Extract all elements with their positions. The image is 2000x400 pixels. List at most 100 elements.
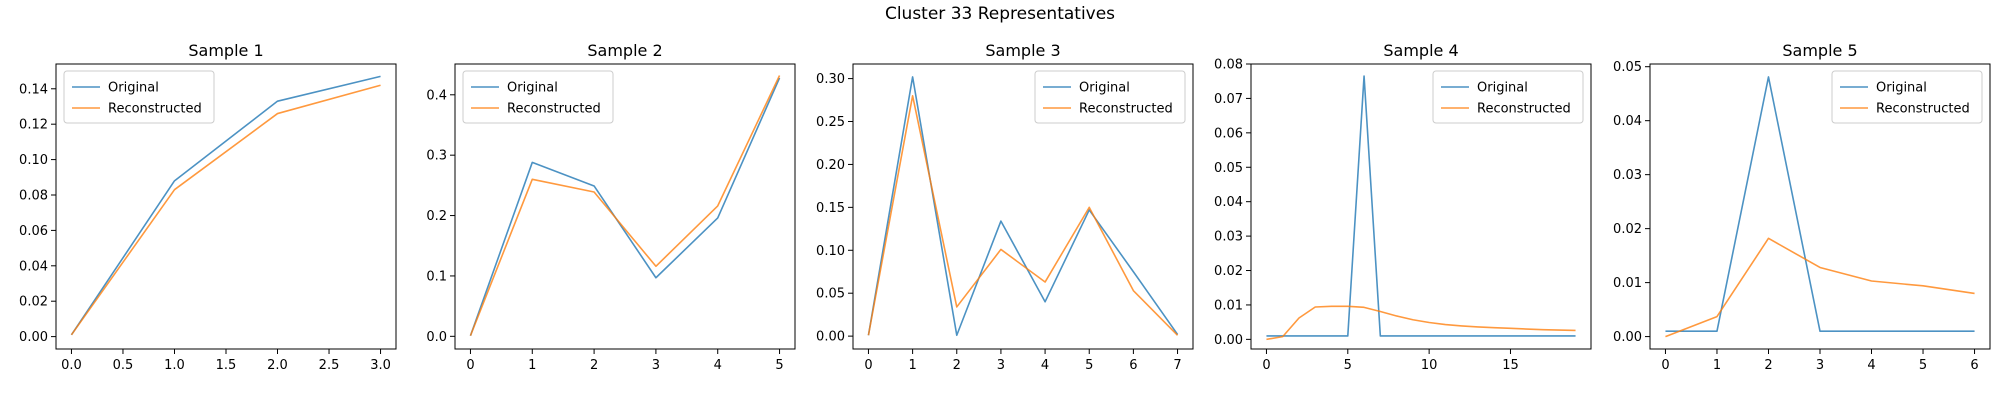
x-tick-label: 4 — [714, 358, 722, 373]
x-tick-label: 4 — [1041, 358, 1049, 373]
y-tick-label: 0.05 — [1613, 60, 1642, 75]
series-line-original — [1665, 76, 1975, 332]
x-tick-label: 1 — [1713, 358, 1721, 373]
x-tick-label: 0 — [1262, 358, 1270, 373]
y-tick-label: 0.30 — [816, 72, 845, 87]
legend: Original Reconstructed — [63, 70, 215, 124]
x-tick-label: 1 — [908, 358, 916, 373]
y-tick-label: 0.15 — [816, 201, 845, 216]
axes-frame — [454, 63, 796, 350]
series-line-reconstructed — [867, 94, 1179, 336]
y-tick-label: 0.02 — [1214, 264, 1243, 279]
y-tick-label: 0.02 — [19, 295, 48, 310]
y-tick-label: 0.08 — [19, 188, 48, 203]
legend-box — [462, 70, 614, 124]
legend-label: Original — [507, 81, 558, 96]
x-tick-label: 15 — [1502, 358, 1519, 373]
legend-label: Reconstructed — [1477, 102, 1571, 117]
panel-title: Sample 3 — [985, 41, 1060, 60]
x-tick-label: 2 — [590, 358, 598, 373]
legend-label: Reconstructed — [1876, 102, 1970, 117]
x-tick-label: 4 — [1867, 358, 1875, 373]
x-tick-label: 3 — [1816, 358, 1824, 373]
figure-title: Cluster 33 Representatives — [884, 4, 1116, 24]
y-tick-label: 0.2 — [426, 209, 447, 224]
y-tick-label: 0.12 — [19, 118, 48, 133]
x-tick-label: 0 — [466, 358, 474, 373]
legend: Original Reconstructed — [1034, 70, 1186, 124]
y-tick-label: 0.04 — [1214, 195, 1243, 210]
x-tick-label: 6 — [1970, 358, 1978, 373]
axes-frame — [1250, 63, 1592, 350]
y-tick-label: 0.3 — [426, 149, 447, 164]
series-line-reconstructed — [1665, 237, 1975, 338]
x-tick-label: 3.0 — [370, 358, 391, 373]
panel-title: Sample 2 — [587, 41, 662, 60]
y-tick-label: 0.04 — [19, 259, 48, 274]
y-tick-label: 0.03 — [1214, 230, 1243, 245]
x-tick-label: 10 — [1421, 358, 1438, 373]
x-tick-label: 1.5 — [216, 358, 237, 373]
y-tick-label: 0.00 — [19, 330, 48, 345]
series-line-reconstructed — [1266, 305, 1576, 341]
y-tick-label: 0.00 — [816, 330, 845, 345]
legend: Original Reconstructed — [1432, 70, 1584, 124]
y-tick-label: 0.01 — [1214, 298, 1243, 313]
legend: Original Reconstructed — [462, 70, 614, 124]
series-line-reconstructed — [469, 75, 781, 337]
y-tick-label: 0.05 — [1214, 161, 1243, 176]
x-tick-label: 5 — [1085, 358, 1093, 373]
legend-box — [1831, 70, 1983, 124]
y-tick-label: 0.03 — [1613, 168, 1642, 183]
y-tick-label: 0.4 — [426, 88, 447, 103]
axes-frame — [852, 63, 1194, 350]
panel-5: Sample 5 0 1 2 3 4 5 6 0.00 0.01 0.02 0.03 0.04 0.05 O… — [1613, 41, 1991, 373]
legend-label: Reconstructed — [108, 102, 202, 117]
panel-3: Sample 3 0 1 2 3 4 5 6 7 0.00 0.05 0.10 0.15 0.20 0.25… — [816, 41, 1194, 373]
y-tick-label: 0.00 — [1613, 330, 1642, 345]
legend-box — [1432, 70, 1584, 124]
y-tick-label: 0.14 — [19, 82, 48, 97]
y-tick-label: 0.25 — [816, 115, 845, 130]
y-tick-label: 0.08 — [1214, 58, 1243, 73]
y-tick-label: 0.05 — [816, 287, 845, 302]
y-tick-label: 0.01 — [1613, 276, 1642, 291]
legend-label: Original — [108, 81, 159, 96]
y-tick-label: 0.0 — [426, 330, 447, 345]
x-tick-label: 5 — [775, 358, 783, 373]
legend-box — [63, 70, 215, 124]
series-line-original — [70, 75, 381, 336]
x-tick-label: 5 — [1919, 358, 1927, 373]
x-tick-label: 2.0 — [267, 358, 288, 373]
x-tick-label: 2.5 — [319, 358, 340, 373]
y-tick-label: 0.06 — [19, 224, 48, 239]
x-tick-label: 3 — [652, 358, 660, 373]
y-tick-label: 0.10 — [19, 153, 48, 168]
y-tick-label: 0.20 — [816, 158, 845, 173]
legend-label: Original — [1477, 81, 1528, 96]
x-tick-label: 5 — [1344, 358, 1352, 373]
panel-2: Sample 2 0 1 2 3 4 5 0.0 0.1 0.2 0.3 0.4 Original Rec… — [426, 41, 796, 373]
legend-label: Original — [1876, 81, 1927, 96]
x-tick-label: 0 — [1661, 358, 1669, 373]
panel-title: Sample 1 — [188, 41, 263, 60]
legend-label: Original — [1079, 81, 1130, 96]
legend-label: Reconstructed — [1079, 102, 1173, 117]
legend-label: Reconstructed — [507, 102, 601, 117]
x-tick-label: 2 — [953, 358, 961, 373]
legend-box — [1034, 70, 1186, 124]
x-tick-label: 6 — [1129, 358, 1137, 373]
y-tick-label: 0.06 — [1214, 126, 1243, 141]
x-tick-label: 1 — [528, 358, 536, 373]
x-tick-label: 0.5 — [113, 358, 134, 373]
x-tick-label: 0.0 — [61, 358, 82, 373]
series-line-original — [867, 76, 1179, 337]
y-tick-label: 0.00 — [1214, 333, 1243, 348]
y-tick-label: 0.07 — [1214, 92, 1243, 107]
panel-title: Sample 4 — [1383, 41, 1458, 60]
panel-1: Sample 1 0.0 0.5 1.0 1.5 2.0 2.5 3.0 0.00 0.02 0.0… — [19, 41, 397, 373]
y-tick-label: 0.04 — [1613, 114, 1642, 129]
series-line-original — [1266, 75, 1576, 337]
series-line-reconstructed — [70, 84, 381, 336]
